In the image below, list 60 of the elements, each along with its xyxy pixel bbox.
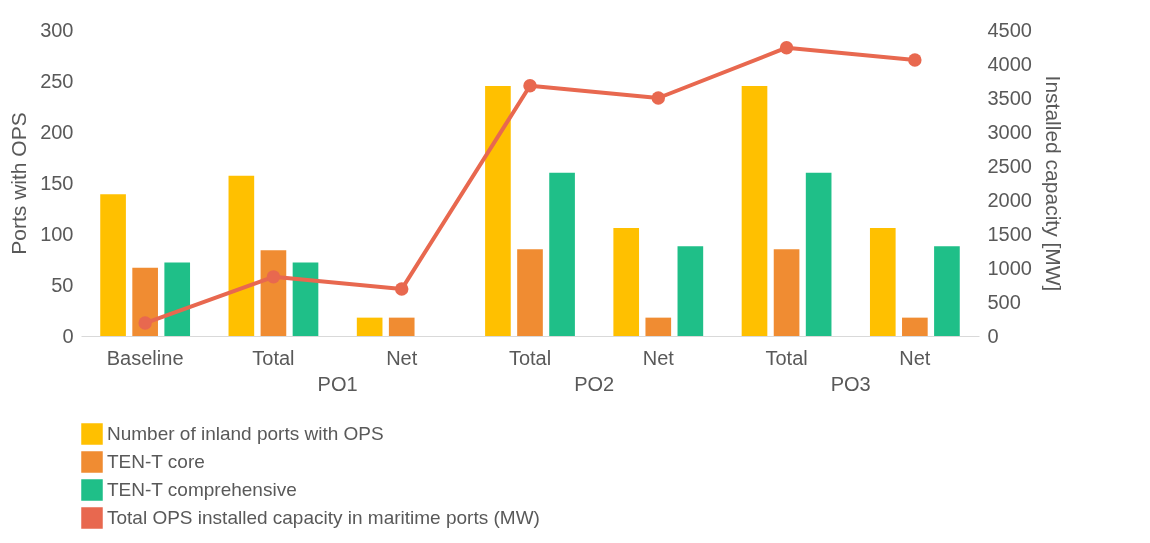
bar	[100, 194, 126, 336]
y-tick-label: 0	[62, 324, 74, 347]
x-tick-label: Baseline	[106, 346, 184, 369]
y2-tick-label: 500	[987, 290, 1021, 313]
point	[908, 53, 922, 67]
text: PO2	[574, 373, 615, 395]
bar	[902, 317, 928, 336]
bar	[228, 175, 255, 336]
y-tick-label: 250	[40, 69, 74, 92]
point	[779, 40, 794, 55]
y2-tick-label: 4000	[987, 52, 1032, 75]
point	[523, 79, 537, 93]
y2-tick-label: 1000	[987, 256, 1032, 279]
bar	[292, 262, 319, 336]
y2-tick-label: 1500	[987, 222, 1032, 245]
bar	[132, 267, 158, 336]
bar	[549, 172, 575, 336]
bar	[356, 317, 383, 336]
text: PO1	[317, 373, 358, 395]
y2-axis-title: Installed capacity [MW]	[1041, 75, 1065, 292]
text: PO3	[830, 373, 871, 395]
x-tick-label: Net	[899, 346, 931, 369]
x-tick-label: Total	[765, 346, 808, 369]
y-tick-label: 150	[40, 171, 74, 194]
x-tick-label: Total	[252, 346, 295, 369]
bar	[485, 86, 511, 336]
y-tick-label: 300	[40, 18, 74, 41]
point	[651, 91, 665, 105]
y2-tick-label: 2500	[987, 154, 1032, 177]
bar	[613, 227, 640, 336]
legend-label: TEN-T comprehensive	[107, 479, 297, 500]
x-tick-label: Total	[508, 346, 552, 369]
y2-tick-label: 3500	[987, 86, 1032, 109]
y-tick-label: 50	[51, 273, 74, 296]
legend-label: TEN-T core	[107, 451, 205, 472]
point	[138, 316, 152, 330]
bar	[517, 249, 543, 336]
x-tick-label: Net	[386, 346, 418, 369]
y2-tick-label: 4500	[987, 18, 1032, 41]
bar	[260, 250, 287, 336]
y-axis-title: Ports with OPS	[7, 112, 31, 255]
y2-tick-label: 3000	[987, 120, 1032, 143]
y2-tick-label: 2000	[987, 188, 1032, 211]
legend-label: Number of inland ports with OPS	[107, 423, 384, 444]
y2-tick-label: 0	[987, 324, 999, 347]
bar	[934, 246, 960, 336]
bar	[645, 317, 672, 336]
y-tick-label: 100	[40, 222, 74, 245]
bar	[164, 262, 191, 336]
point	[266, 270, 281, 284]
bar	[741, 86, 768, 336]
legend-label: Total OPS installed capacity in maritime ports (MW)	[107, 507, 540, 528]
x-tick-label: Net	[642, 346, 675, 369]
bar	[677, 246, 704, 336]
point	[395, 282, 409, 296]
bar	[805, 172, 832, 336]
bar	[388, 317, 415, 336]
bar	[869, 227, 896, 336]
bar	[773, 249, 800, 336]
y-tick-label: 200	[40, 120, 74, 143]
